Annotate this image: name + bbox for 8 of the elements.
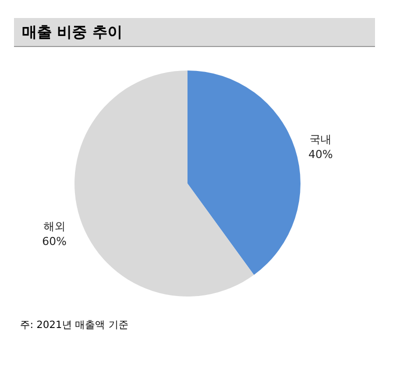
pie-slice	[74, 70, 254, 296]
pie-slice	[188, 70, 300, 275]
chart-title: 매출 비중 추이	[14, 18, 375, 47]
text: 주: 2021년 매출액 기준	[20, 319, 130, 333]
data-label: 60%	[42, 234, 67, 248]
slice-label: 해외	[43, 220, 66, 233]
data-label: 40%	[308, 148, 333, 162]
slice-label: 국내	[310, 133, 332, 146]
